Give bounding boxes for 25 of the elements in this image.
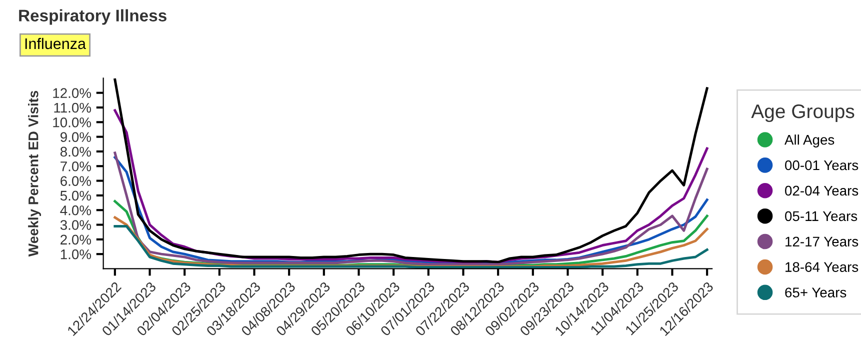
- y-tick-label: 8.0%: [60, 146, 92, 157]
- legend-label: 05-11 Years: [785, 211, 858, 222]
- chart-title: Respiratory Illness: [19, 9, 166, 25]
- y-tick-label: 10.0%: [53, 117, 92, 128]
- y-tick-label: 1.0%: [60, 249, 92, 260]
- y-tick-label: 11.0%: [54, 102, 92, 113]
- legend-label: 02-04 Years: [785, 186, 858, 196]
- legend-label: 00-01 Years: [785, 160, 858, 170]
- legend-label: 65+ Years: [785, 288, 846, 298]
- legend-title: Age Groups: [751, 104, 854, 122]
- y-axis-title: Weekly Percent ED Visits: [28, 90, 42, 257]
- y-tick-label: 5.0%: [60, 190, 92, 201]
- text: Influenza: [25, 38, 86, 50]
- legend-label: 18-64 Years: [786, 262, 858, 272]
- y-tick-label: 7.0%: [60, 161, 92, 172]
- y-tick-label: 12.0%: [53, 88, 92, 98]
- y-tick-label: 6.0%: [60, 176, 92, 186]
- legend-label: 12-17 Years: [786, 236, 858, 247]
- y-tick-label: 9.0%: [60, 132, 92, 142]
- line-series: [114, 78, 708, 264]
- y-tick-label: 3.0%: [60, 220, 92, 230]
- y-tick-label: 4.0%: [60, 205, 92, 216]
- legend-label: All Ages: [784, 134, 834, 148]
- y-tick-label: 2.0%: [60, 234, 92, 245]
- line-series: [114, 224, 708, 269]
